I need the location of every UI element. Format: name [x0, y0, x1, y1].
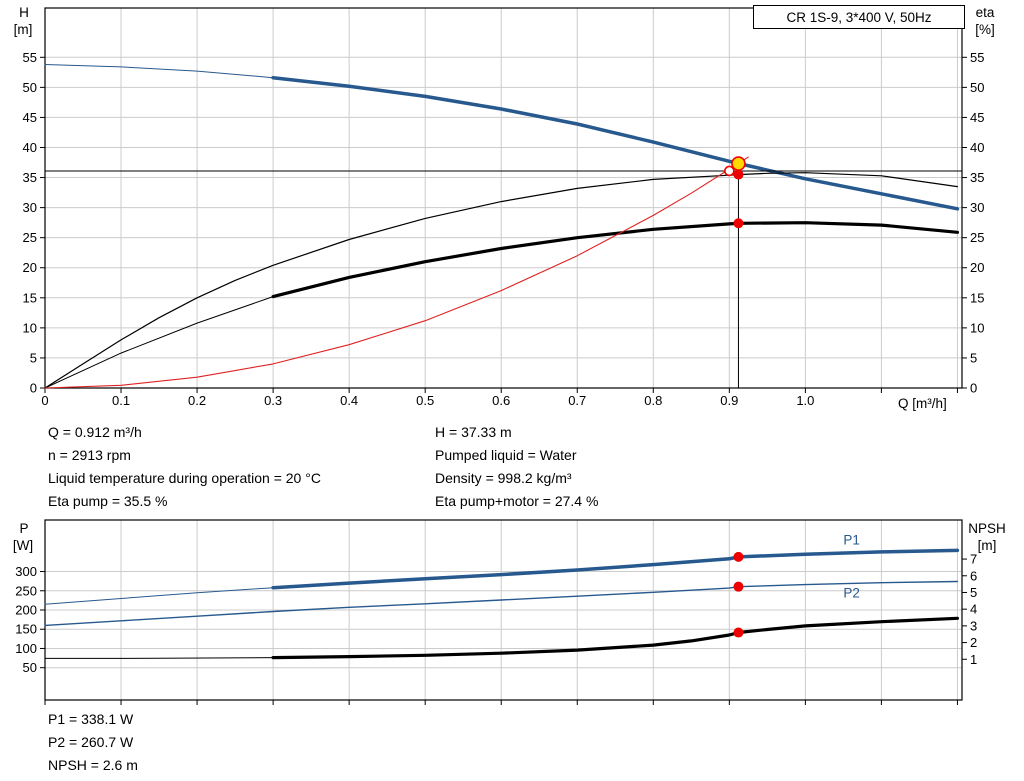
annotation-speed: n = 2913 rpm — [48, 447, 131, 463]
y-axis-unit-eta: [%] — [975, 22, 995, 37]
p2-point — [733, 581, 744, 592]
eta-pump-motor-point — [733, 218, 744, 229]
y-right-tick-label: 20 — [970, 260, 984, 275]
pump-model-label: CR 1S-9, 3*400 V, 50Hz — [786, 9, 932, 25]
y-left-tick-label: 150 — [15, 622, 37, 637]
curve-system-curve — [44, 156, 749, 389]
curve-eta-pump-motor — [271, 221, 959, 299]
curve-eta-pump-motor-out-of-range — [44, 296, 274, 389]
y-axis-title-eta: eta — [975, 5, 995, 20]
annotation-npsh: NPSH = 2.6 m — [48, 757, 138, 773]
y-left-tick-label: 35 — [23, 170, 37, 185]
y-left-tick-label: 0 — [30, 381, 37, 396]
y-left-tick-label: 15 — [23, 290, 37, 305]
curve-eta-pump — [44, 172, 958, 389]
y-axis-title-head: H — [19, 5, 29, 20]
annotation-liquid-temperature: Liquid temperature during operation = 20… — [48, 470, 321, 486]
y-right-tick-label: 35 — [970, 170, 984, 185]
y-right-tick-label: 3 — [970, 618, 977, 633]
curve-head — [271, 75, 960, 211]
annotation-head: H = 37.33 m — [435, 424, 512, 440]
y-left-tick-label: 50 — [23, 660, 37, 675]
y-left-tick-label: 45 — [23, 110, 37, 125]
y-axis-unit-power: [W] — [12, 538, 34, 553]
pump-model-box: CR 1S-9, 3*400 V, 50Hz — [753, 5, 965, 29]
x-tick-label: 0.3 — [264, 393, 282, 408]
y-left-tick-label: 300 — [15, 564, 37, 579]
y-right-tick-label: 30 — [970, 200, 984, 215]
x-tick-label: 0.8 — [644, 393, 662, 408]
requested-duty-point — [724, 165, 735, 177]
annotation-density: Density = 998.2 kg/m³ — [435, 470, 572, 486]
y-left-tick-label: 100 — [15, 641, 37, 656]
y-right-tick-label: 2 — [970, 635, 977, 650]
y-left-tick-label: 200 — [15, 603, 37, 618]
curve-p1-out-of-range — [44, 587, 274, 605]
curve-p2 — [44, 580, 959, 627]
x-tick-label: 0.5 — [416, 393, 434, 408]
y-right-tick-label: 50 — [970, 80, 984, 95]
x-tick-label: 1.0 — [796, 393, 814, 408]
curve-head-out-of-range — [44, 64, 274, 79]
y-left-tick-label: 25 — [23, 230, 37, 245]
y-left-tick-label: 30 — [23, 200, 37, 215]
annotation-p1: P1 = 338.1 W — [48, 711, 134, 727]
annotation-flow: Q = 0.912 m³/h — [48, 424, 142, 440]
annotation-p2: P2 = 260.7 W — [48, 734, 134, 750]
curve-npsh — [271, 616, 959, 660]
hq-eta-chart: 0 0.1 0.2 0.3 0.4 0.5 0.6 0.7 0.8 0.9 1.0 0 5 10 15 20 2… — [23, 7, 984, 408]
y-right-tick-label: 0 — [970, 381, 977, 396]
y-right-tick-label: 40 — [970, 140, 984, 155]
y-left-tick-label: 40 — [23, 140, 37, 155]
power-npsh-chart: 50 100 150 200 250 300 1 2 34 5 67 P1 P2 — [15, 519, 977, 705]
y-right-tick-label: 25 — [970, 230, 984, 245]
x-tick-label: 0.7 — [568, 393, 586, 408]
eta-pump-point — [733, 169, 744, 180]
curve-p1 — [271, 548, 960, 590]
y-axis-title-npsh: NPSH — [968, 521, 1006, 536]
y-axis-title-power: P — [19, 521, 29, 536]
actual-duty-point — [731, 156, 746, 171]
y-right-tick-label: 1 — [970, 652, 977, 667]
y-axis-unit-head: [m] — [13, 22, 33, 37]
npsh-point — [733, 627, 744, 638]
x-tick-label: 0.9 — [720, 393, 738, 408]
y-left-tick-label: 5 — [30, 350, 37, 365]
y-right-tick-label: 10 — [970, 320, 984, 335]
x-tick-label: 0.4 — [340, 393, 358, 408]
x-tick-label: 0.6 — [492, 393, 510, 408]
y-right-tick-label: 5 — [970, 585, 977, 600]
annotation-pumped-liquid: Pumped liquid = Water — [435, 447, 577, 463]
y-left-tick-label: 250 — [15, 583, 37, 598]
y-right-tick-label: 45 — [970, 110, 984, 125]
p1-point — [733, 551, 744, 562]
y-right-tick-label: 7 — [970, 552, 977, 567]
y-left-tick-label: 20 — [23, 260, 37, 275]
y-left-tick-label: 55 — [23, 50, 37, 65]
y-right-tick-label: 15 — [970, 290, 984, 305]
y-left-tick-label: 50 — [23, 80, 37, 95]
curve-label-p1: P1 — [843, 533, 860, 548]
y-right-tick-label: 4 — [970, 602, 977, 617]
curve-npsh-out-of-range — [44, 657, 274, 659]
x-tick-label: 0.2 — [188, 393, 206, 408]
y-right-tick-label: 55 — [970, 50, 984, 65]
y-left-tick-label: 10 — [23, 320, 37, 335]
y-right-tick-label: 6 — [970, 568, 977, 583]
x-tick-label: 0 — [41, 393, 48, 408]
plot-frame — [44, 7, 963, 389]
x-tick-label: 0.1 — [112, 393, 130, 408]
curve-label-p2: P2 — [843, 586, 860, 601]
x-axis-title-flow: Q [m³/h] — [898, 396, 947, 411]
y-right-tick-label: 5 — [970, 350, 977, 365]
annotation-eta-pump-motor: Eta pump+motor = 27.4 % — [435, 493, 599, 509]
annotation-eta-pump: Eta pump = 35.5 % — [48, 493, 168, 509]
y-axis-unit-npsh: [m] — [977, 538, 997, 553]
